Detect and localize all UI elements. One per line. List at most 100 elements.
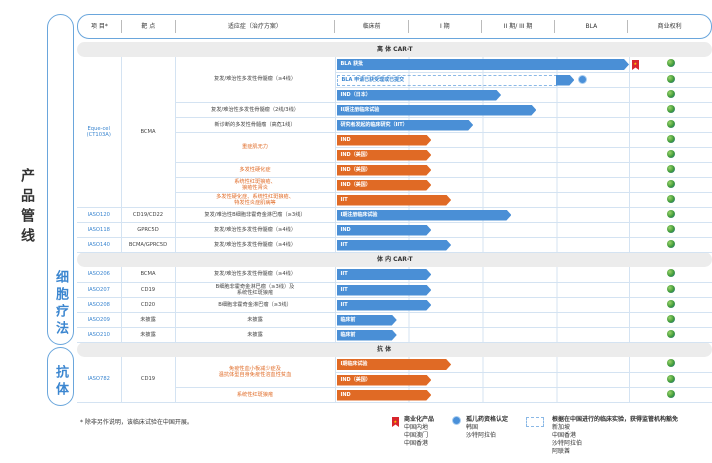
progress-bar-arrow <box>556 75 574 86</box>
progress-bar: 临床前 <box>337 330 397 341</box>
section-band-row: 抗 体 <box>77 342 712 357</box>
table-row: 复发/难治性多发性骨髓瘤（2线/3线） II期注册临床试验 <box>77 102 712 118</box>
globe-icon <box>666 374 675 383</box>
phase-cell: II期注册临床试验 <box>335 102 630 118</box>
phase-cell: 研究者发起的临床研究（IIT） <box>335 117 630 133</box>
commercial-rights-cell <box>629 207 712 223</box>
phase-cell: IIT <box>335 282 630 298</box>
project-name: IASO782 <box>77 357 122 403</box>
phase-cell: I期临床试验 <box>335 357 630 373</box>
globe-icon <box>666 149 675 158</box>
commercial-rights-cell <box>629 102 712 118</box>
project-name: IASO118 <box>77 222 122 238</box>
table-row: IASO206 BCMA 复发/难治性多发性骨髓瘤（≥4线） IIT <box>77 267 712 283</box>
phase-cell: IND <box>335 222 630 238</box>
legend-title: 根据在中国进行的临床实验，获得监管机构豁免 <box>552 416 679 423</box>
header-bla: BLA <box>555 20 629 33</box>
phase-cell: IND（美国） <box>335 147 630 163</box>
indication: 复发/难治性多发性骨髓瘤（≥4线） <box>175 267 336 283</box>
header-indication: 适应症（治疗方案） <box>176 20 336 33</box>
commercial-rights-cell <box>629 222 712 238</box>
table-row: Eque-cel (CT103A) BCMA 复发/难治性多发性骨髓瘤（≥4线） BL… <box>77 57 712 208</box>
progress-bar: IND（美国） <box>337 375 432 386</box>
globe-icon <box>666 239 675 248</box>
commercial-rights-cell <box>629 57 712 73</box>
group-antibody: 抗体 <box>47 347 74 406</box>
commercial-rights-cell <box>629 327 712 343</box>
header-target: 靶 点 <box>122 20 176 33</box>
target-name: CD20 <box>121 297 176 313</box>
orphan-drug-rosette-icon <box>452 416 461 425</box>
globe-icon <box>666 299 675 308</box>
table-row: IASO118 GPRC5D 复发/难治性多发性骨髓瘤（≥4线） IND <box>77 222 712 238</box>
commercial-rights-cell <box>629 117 712 133</box>
progress-bar: IND（日本） <box>337 90 502 101</box>
legend-item: 中国香港 <box>404 440 429 447</box>
progress-bar: IIT <box>337 240 452 251</box>
target-name: GPRC5D <box>121 222 176 238</box>
table-row: 多发性硬化症 IND（美国） <box>77 162 712 178</box>
commercial-rights-cell <box>629 87 712 103</box>
legend-item: 沙特阿拉伯 <box>466 432 497 439</box>
progress-bar: IND（美国） <box>337 165 432 176</box>
target-name: BCMA/GPRC5D <box>121 237 176 253</box>
indication: B细胞非霍奇金淋巴瘤（≥3线）及 系统性红斑狼疮 <box>175 282 336 298</box>
indication: 复发/难治性多发性骨髓瘤（2线/3线） <box>175 102 336 118</box>
indication: 复发/难治性多发性骨髓瘤（≥4线） <box>175 222 336 238</box>
phase-cell: IND（日本） <box>335 87 630 103</box>
phase-cell: IND（美国） <box>335 162 630 178</box>
table-row: 系统性红斑狼疮 IND <box>77 387 712 403</box>
commercial-rights-cell <box>629 267 712 283</box>
section-title: 抗 体 <box>77 342 712 357</box>
progress-bar: IIT <box>337 195 452 206</box>
dashed-box-icon <box>526 417 544 427</box>
commercial-rights-cell <box>629 387 712 403</box>
pipeline-table: 离 体 CAR-T Eque-cel (CT103A) BCMA 复发/难治性多发性骨… <box>77 42 712 403</box>
commercial-rights-cell <box>629 192 712 208</box>
orphan-drug-rosette-icon <box>578 74 588 84</box>
phase-cell: 临床前 <box>335 327 630 343</box>
indication: 系统性红斑狼疮、 狼疮性肾炎 <box>175 177 336 193</box>
phase-cell: 临床前 <box>335 312 630 328</box>
table-row: IASO209 未披露 未披露 临床前 <box>77 312 712 328</box>
progress-bar: BLA 获批 <box>337 59 630 70</box>
commercial-rights-cell <box>629 177 712 193</box>
phase-cell: IIT <box>335 297 630 313</box>
commercial-rights-cell <box>629 162 712 178</box>
header-rights: 商业权利 <box>657 23 682 30</box>
project-name: IASO210 <box>77 327 122 343</box>
progress-bar: IIT <box>337 285 432 296</box>
globe-icon <box>666 224 675 233</box>
commercial-rights-cell <box>629 297 712 313</box>
table-row: IND（日本） <box>77 87 712 103</box>
indication: 多发性硬化症 <box>175 162 336 178</box>
header-project: 项 目* <box>78 20 122 33</box>
legend-waiver: 根据在中国进行的临床实验，获得监管机构豁免 新加坡 中国香港 沙特阿拉伯 阿联酋 <box>526 416 678 456</box>
legend-item: 中国香港 <box>552 432 577 439</box>
table-row: IASO140 BCMA/GPRC5D 复发/难治性多发性骨髓瘤（≥4线） IIT <box>77 237 712 253</box>
commercial-rights-cell <box>629 132 712 148</box>
commercial-rights-cell <box>629 147 712 163</box>
table-row: IASO782 CD19 免疫性血小板减少症及 温抗体型自身免疫性溶血性贫血 I期临床… <box>77 357 712 403</box>
table-row: IND（美国） <box>77 372 712 388</box>
globe-icon <box>666 119 675 128</box>
phase-cell: IND（美国） <box>335 177 630 193</box>
project-name: IASO206 <box>77 267 122 283</box>
phase-cell: BLA 申请已获受理或已提交 <box>335 72 630 88</box>
table-row: IASO208 CD20 B细胞非霍奇金淋巴瘤（≥3线） IIT <box>77 297 712 313</box>
progress-bar: 研究者发起的临床研究（IIT） <box>337 120 474 131</box>
globe-icon <box>666 359 675 368</box>
globe-icon <box>666 209 675 218</box>
commercial-rights-cell <box>629 237 712 253</box>
group-label: 抗体 <box>53 365 68 399</box>
globe-icon <box>666 284 675 293</box>
progress-bar: IND（美国） <box>337 180 432 191</box>
globe-icon <box>666 104 675 113</box>
indication: 复发/难治性多发性骨髓瘤（≥4线） <box>175 57 336 103</box>
commercial-ribbon-icon <box>632 60 640 70</box>
section-title: 体 内 CAR-T <box>77 252 712 267</box>
target-name: CD19/CD22 <box>121 207 176 223</box>
table-row: BLA 申请已获受理或已提交 <box>77 72 712 88</box>
table-header: 项 目* 靶 点 适应症（治疗方案） 临床前 I 期 II 期/ III 期 B… <box>77 14 712 39</box>
